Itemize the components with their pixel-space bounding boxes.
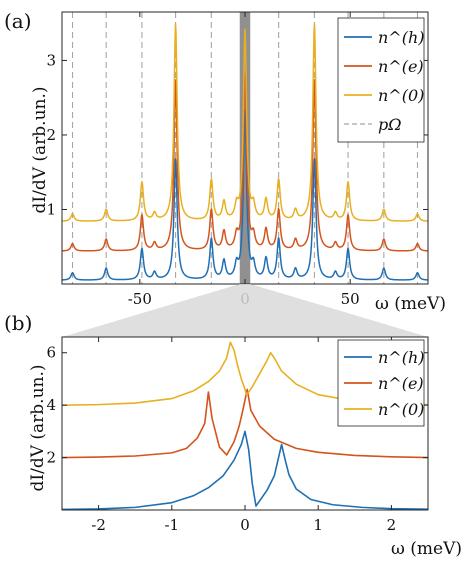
y-tick-label: 3	[46, 51, 56, 69]
zoom-connector	[62, 284, 428, 337]
series-n-e-zoom-line	[61, 388, 429, 459]
panel-b-legend: n^(h) n^(e) n^(0)	[337, 339, 425, 427]
x-tick-label: 1	[313, 516, 323, 534]
panel-a-label: (a)	[4, 9, 32, 33]
panel-a-legend: n^(h) n^(e) n^(0) pΩ	[337, 17, 425, 143]
series-n-h-line	[61, 109, 429, 281]
legend-label-n-0-b: n^(0)	[378, 400, 424, 419]
legend-box	[337, 17, 425, 143]
legend-label-n-0: n^(0)	[378, 86, 424, 105]
panel-b-y-axis-label: dI/dV (arb.un.)	[28, 364, 48, 491]
y-tick-label: 2	[46, 126, 56, 144]
panel-a-x-axis-label: ω (meV)	[375, 294, 446, 314]
x-tick-label: -2	[91, 516, 106, 534]
legend-label-n-e: n^(e)	[378, 57, 424, 76]
panel-a-y-axis-label: dI/dV (arb.un.)	[30, 86, 50, 213]
zoom-shaded-region	[239, 12, 251, 284]
legend-label-p-omega: pΩ	[378, 115, 402, 134]
panel-b-x-axis-label: ω (meV)	[391, 539, 462, 559]
y-tick-label: 1	[46, 200, 56, 218]
panel-b: -2 -1 0 1 2 246 (b) dI/dV (arb.un.) ω (meV) …	[4, 311, 462, 559]
y-tick-label: 6	[46, 344, 56, 362]
panel-a: -50050 123 (a) dI/dV (arb.un.) ω (meV) n…	[4, 9, 446, 314]
x-tick-label: -50	[128, 290, 152, 308]
series-n-h-zoom-line	[61, 430, 429, 511]
series-n-0-line	[61, 23, 429, 222]
x-tick-label: 2	[387, 516, 397, 534]
panel-b-label: (b)	[4, 311, 32, 335]
x-tick-label: -1	[164, 516, 179, 534]
y-tick-label: 2	[46, 449, 56, 467]
series-n-0-zoom-line	[61, 341, 429, 406]
panel-b-y-ticks: 2 4 6	[46, 344, 428, 467]
x-tick-label: 50	[341, 290, 360, 308]
legend-label-n-h: n^(h)	[378, 28, 425, 47]
x-tick-label: 0	[240, 516, 250, 534]
y-tick-label: 4	[46, 396, 56, 414]
legend-label-n-h-b: n^(h)	[378, 348, 425, 367]
legend-label-n-e-b: n^(e)	[378, 374, 424, 393]
panel-b-x-ticks: -2 -1 0 1 2	[91, 337, 396, 534]
series-n-e-line	[61, 73, 429, 252]
